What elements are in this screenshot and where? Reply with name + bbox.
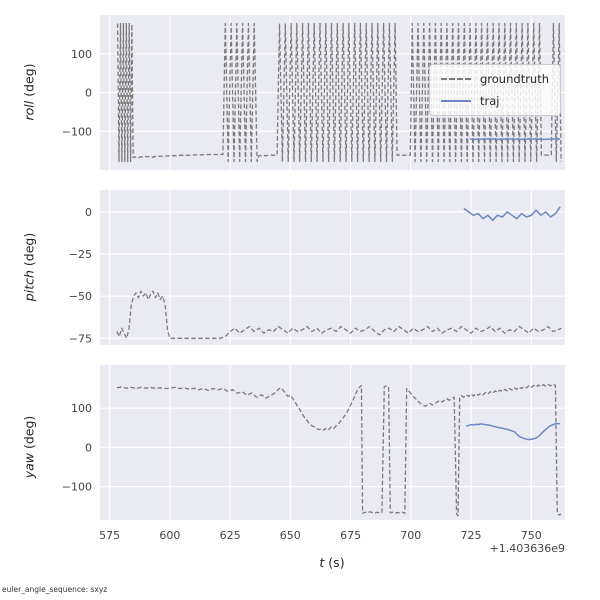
svg-text:750: 750: [521, 529, 542, 542]
x-axis-label-word: t: [319, 555, 325, 570]
x-axis-label-unit: (s): [324, 555, 345, 570]
legend-entry-traj: traj: [441, 93, 549, 109]
svg-text:675: 675: [340, 529, 361, 542]
svg-text:−25: −25: [69, 248, 92, 261]
svg-text:−75: −75: [69, 332, 92, 345]
svg-text:0: 0: [85, 87, 92, 100]
dashed-line-sample-icon: [441, 78, 471, 80]
legend-entry-groundtruth: groundtruth: [441, 71, 549, 87]
svg-text:625: 625: [220, 529, 241, 542]
yaw-subplot: −100 0 100 575 600 625 650 675 700 725 750: [62, 365, 565, 542]
svg-text:−100: −100: [62, 125, 92, 138]
x-axis-label: t (s): [319, 555, 344, 570]
euler-sequence-footnote: euler_angle_sequence: sxyz: [2, 585, 108, 594]
svg-text:100: 100: [71, 48, 92, 61]
svg-text:−50: −50: [69, 290, 92, 303]
svg-text:100: 100: [71, 402, 92, 415]
legend-label-groundtruth: groundtruth: [480, 72, 550, 86]
legend: groundtruth traj: [429, 64, 562, 116]
svg-text:725: 725: [461, 529, 482, 542]
svg-text:0: 0: [85, 441, 92, 454]
svg-text:0: 0: [85, 206, 92, 219]
svg-text:700: 700: [400, 529, 421, 542]
x-axis-offset-text: +1.403636e9: [489, 542, 565, 555]
svg-text:600: 600: [159, 529, 180, 542]
svg-text:−100: −100: [62, 481, 92, 494]
pitch-subplot: 0 −25 −50 −75: [69, 190, 565, 345]
solid-line-sample-icon: [441, 100, 471, 102]
svg-text:650: 650: [280, 529, 301, 542]
legend-label-traj: traj: [480, 94, 500, 108]
svg-text:575: 575: [99, 529, 120, 542]
